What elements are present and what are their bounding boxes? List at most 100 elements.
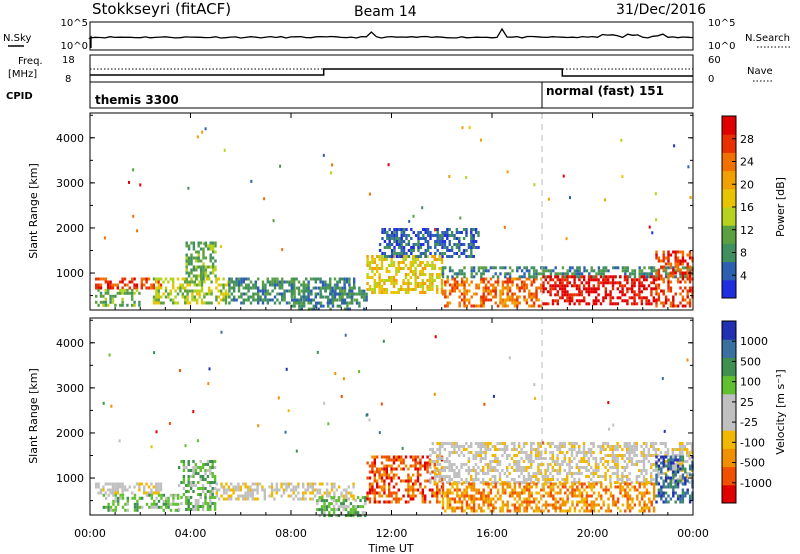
data-cell xyxy=(414,482,417,486)
data-cell xyxy=(667,277,670,281)
data-cell xyxy=(655,253,658,257)
data-cell xyxy=(662,250,665,254)
data-cell xyxy=(385,476,388,480)
data-cell xyxy=(400,246,403,249)
data-cell xyxy=(477,246,480,249)
data-cell xyxy=(537,272,541,276)
data-cell xyxy=(143,491,146,495)
data-cell xyxy=(522,478,526,481)
data-cell xyxy=(484,289,488,293)
data-cell xyxy=(298,307,301,311)
data-cell xyxy=(588,509,591,513)
data-cell xyxy=(562,174,565,178)
data-cell xyxy=(463,497,466,501)
data-cell xyxy=(451,283,454,287)
data-cell xyxy=(479,448,482,451)
data-cell xyxy=(530,283,533,287)
data-cell xyxy=(456,275,459,279)
data-cell xyxy=(592,485,596,489)
data-cell xyxy=(604,488,608,492)
data-cell xyxy=(638,469,641,472)
data-cell xyxy=(575,451,578,454)
data-cell xyxy=(498,472,502,475)
data-cell xyxy=(376,479,379,483)
data-cell xyxy=(667,476,670,480)
data-cell xyxy=(157,482,160,486)
data-cell xyxy=(534,451,538,454)
data-cell xyxy=(309,497,312,501)
data-cell xyxy=(116,286,119,290)
data-cell xyxy=(503,445,506,448)
data-cell xyxy=(159,283,163,287)
data-cell xyxy=(185,244,188,248)
data-cell xyxy=(602,463,605,466)
data-cell xyxy=(436,240,439,243)
data-cell xyxy=(227,485,230,489)
data-cell xyxy=(667,485,670,489)
data-cell xyxy=(494,454,497,457)
data-cell xyxy=(463,295,466,299)
data-cell xyxy=(107,280,110,284)
data-cell xyxy=(489,298,493,302)
data-cell xyxy=(556,275,559,279)
data-cell xyxy=(378,279,381,282)
data-cell xyxy=(392,276,396,279)
data-cell xyxy=(371,291,374,294)
data-cell xyxy=(270,491,274,495)
data-cell xyxy=(501,301,505,305)
data-cell xyxy=(358,286,361,290)
data-cell xyxy=(185,268,188,272)
data-cell xyxy=(383,467,386,471)
data-cell xyxy=(592,445,595,448)
data-cell xyxy=(453,237,456,240)
data-cell xyxy=(209,481,212,484)
data-cell xyxy=(176,301,180,305)
data-cell xyxy=(576,275,579,279)
data-cell xyxy=(463,286,466,290)
data-cell xyxy=(429,237,432,240)
data-cell xyxy=(614,503,617,507)
nave-tick-bottom: 0 xyxy=(708,74,714,85)
data-cell xyxy=(518,509,521,513)
data-cell xyxy=(421,285,424,288)
data-cell xyxy=(508,463,511,466)
data-cell xyxy=(470,272,473,276)
data-cell xyxy=(616,287,619,291)
data-cell xyxy=(409,497,412,501)
data-cell xyxy=(364,502,367,506)
data-cell xyxy=(196,439,199,443)
data-cell xyxy=(453,272,457,276)
data-cell xyxy=(412,491,415,495)
data-cell xyxy=(508,286,512,290)
data-cell xyxy=(407,488,410,492)
data-cell xyxy=(245,292,248,296)
data-cell xyxy=(664,451,667,454)
data-cell xyxy=(259,295,262,299)
data-cell xyxy=(516,283,519,287)
data-cell xyxy=(645,287,648,291)
data-cell xyxy=(614,302,617,306)
data-cell xyxy=(368,497,372,501)
data-cell xyxy=(207,247,210,251)
data-cell xyxy=(592,469,595,472)
data-cell xyxy=(421,273,424,276)
data-cell xyxy=(549,478,552,481)
data-cell xyxy=(140,482,143,486)
data-cell xyxy=(518,503,521,507)
data-cell xyxy=(590,269,593,273)
data-cell xyxy=(341,277,344,281)
data-cell xyxy=(516,500,519,504)
data-cell xyxy=(571,296,574,300)
data-cell xyxy=(159,485,163,489)
data-cell xyxy=(474,454,478,457)
data-cell xyxy=(455,451,458,454)
data-cell xyxy=(655,250,658,254)
data-cell xyxy=(114,505,117,509)
data-cell xyxy=(206,502,210,505)
data-cell xyxy=(150,496,153,500)
data-cell xyxy=(516,298,519,302)
data-cell xyxy=(245,286,248,290)
data-cell xyxy=(674,250,677,254)
data-cell xyxy=(467,460,470,463)
data-cell xyxy=(559,296,562,300)
